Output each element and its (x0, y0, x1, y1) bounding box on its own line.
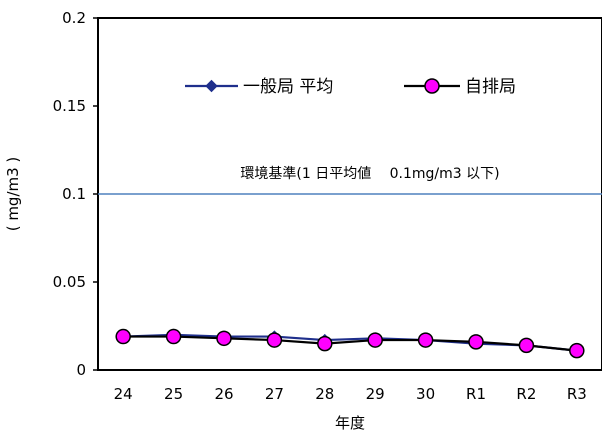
reference-line-label: 環境基準(1 日平均値 0.1mg/m3 以下) (240, 165, 499, 182)
x-tick-label: R2 (516, 385, 536, 403)
x-tick-label: 28 (315, 385, 334, 403)
legend-item: 一般局 平均 (185, 77, 333, 97)
data-point (468, 334, 484, 350)
legend-marker (205, 79, 218, 93)
data-point (115, 328, 131, 345)
x-tick-label: 29 (366, 385, 385, 403)
x-tick-label: 27 (265, 385, 284, 403)
y-tick-label: 0.15 (53, 97, 86, 115)
x-tick-label: R3 (567, 385, 587, 403)
data-point (216, 330, 232, 347)
x-tick-label: R1 (466, 385, 486, 403)
x-axis-title: 年度 (335, 414, 365, 432)
legend-item: 自排局 (404, 77, 516, 97)
data-point (518, 337, 535, 354)
y-tick-label: 0.05 (53, 273, 86, 291)
y-axis-title: ( mg/m3 ) (4, 157, 22, 232)
x-tick-label: 24 (114, 385, 133, 403)
data-point (266, 332, 283, 348)
legend-label: 自排局 (465, 77, 516, 97)
y-tick-label: 0 (76, 361, 86, 379)
data-point (165, 328, 182, 345)
series-line (123, 335, 577, 352)
legend-marker (424, 78, 440, 94)
data-point (367, 332, 383, 348)
series-2 (115, 328, 585, 359)
y-tick-label: 0.1 (62, 185, 86, 203)
y-tick-label: 0.2 (62, 9, 86, 27)
x-tick-label: 30 (416, 385, 435, 403)
legend-label: 一般局 平均 (243, 77, 333, 97)
x-tick-label: 26 (214, 385, 233, 403)
data-point (417, 332, 434, 348)
data-point (569, 342, 585, 359)
data-point (317, 335, 333, 352)
x-tick-label: 25 (164, 385, 183, 403)
